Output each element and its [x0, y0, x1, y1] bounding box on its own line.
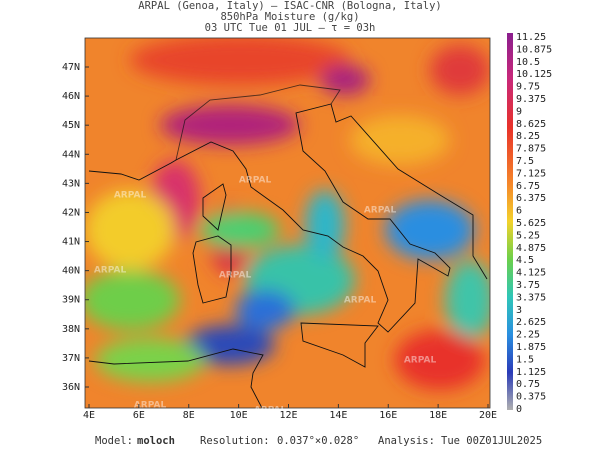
title-line: 850hPa Moisture (g/kg): [220, 11, 359, 23]
colorbar-label: 9.75: [516, 82, 540, 93]
colorbar-label: 10.5: [516, 57, 540, 68]
watermark: ARPAL: [254, 406, 287, 416]
colorbar-label: 6.375: [516, 193, 546, 204]
colorbar-label: 3.75: [516, 280, 540, 291]
colorbar-label: 2.25: [516, 330, 540, 341]
lat-label: 42N: [62, 207, 80, 218]
lat-label: 39N: [62, 295, 80, 306]
lon-label: 16E: [379, 410, 397, 421]
colorbar-label: 1.5: [516, 354, 534, 365]
colorbar-label: 9.375: [516, 94, 546, 105]
colorbar-label: 7.875: [516, 144, 546, 155]
lon-label: 12E: [279, 410, 297, 421]
colorbar-label: 4.125: [516, 268, 546, 279]
colorbar-label: 0: [516, 404, 522, 415]
colorbar-label: 1.125: [516, 367, 546, 378]
colorbar: [507, 33, 513, 410]
map-frame: [84, 37, 491, 409]
lon-label: 20E: [479, 410, 497, 421]
watermark: ARPAL: [364, 206, 397, 216]
footer-value: Tue 00Z01JUL2025: [441, 435, 542, 447]
lat-label: 40N: [62, 266, 80, 277]
watermark: ARPAL: [114, 191, 147, 201]
colorbar-label: 8.25: [516, 131, 540, 142]
watermark: ARPAL: [94, 266, 127, 276]
lon-label: 14E: [329, 410, 347, 421]
colorbar-label: 9: [516, 106, 522, 117]
colorbar-label: 6.75: [516, 181, 540, 192]
colorbar-label: 4.5: [516, 255, 534, 266]
colorbar-label: 3: [516, 305, 522, 316]
watermarks: ARPAL ARPAL ARPAL ARPAL ARPAL ARPAL ARPAL ARPAL…: [94, 176, 437, 416]
lat-label: 37N: [62, 353, 80, 364]
lat-label: 45N: [62, 120, 80, 131]
watermark: ARPAL: [404, 356, 437, 366]
colorbar-label: 7.5: [516, 156, 534, 167]
lat-label: 41N: [62, 237, 80, 248]
lat-label: 36N: [62, 382, 80, 393]
lat-label: 47N: [62, 62, 80, 73]
lon-label: 8E: [183, 410, 195, 421]
watermark: ARPAL: [344, 296, 377, 306]
lon-labels: 4E 6E 8E 10E 12E 14E 16E 18E 20E: [83, 404, 497, 421]
watermark: ARPAL: [219, 271, 252, 281]
footer-label: Resolution:: [200, 435, 270, 447]
footer-label: Analysis:: [378, 435, 435, 447]
colorbar-label: 6: [516, 206, 522, 217]
colorbar-label: 7.125: [516, 168, 546, 179]
title-line: ARPAL (Genoa, Italy) – ISAC-CNR (Bologna…: [138, 0, 441, 12]
colorbar-label: 0.75: [516, 379, 540, 390]
colorbar-label: 2.625: [516, 317, 546, 328]
lat-label: 44N: [62, 149, 80, 160]
lon-label: 6E: [133, 410, 145, 421]
colorbar-label: 11.25: [516, 32, 546, 43]
moisture-field: [85, 38, 490, 408]
lon-label: 18E: [429, 410, 447, 421]
colorbar-label: 5.625: [516, 218, 546, 229]
colorbar-label: 10.125: [516, 69, 552, 80]
lat-label: 46N: [62, 91, 80, 102]
title-line: 03 UTC Tue 01 JUL – τ = 03h: [205, 22, 376, 34]
coastlines: [88, 84, 488, 408]
colorbar-label: 1.875: [516, 342, 546, 353]
colorbar-label: 5.25: [516, 230, 540, 241]
colorbar-label: 4.875: [516, 243, 546, 254]
footer-value: 0.037°×0.028°: [277, 435, 359, 447]
watermark: ARPAL: [134, 401, 167, 411]
lat-label: 43N: [62, 178, 80, 189]
lat-labels: 47N 46N 45N 44N 43N 42N 41N 40N 39N 38N 37N 36N: [62, 62, 89, 393]
lon-label: 10E: [230, 410, 248, 421]
watermark: ARPAL: [239, 176, 272, 186]
colorbar-label: 0.375: [516, 392, 546, 403]
lon-label: 4E: [83, 410, 95, 421]
colorbar-label: 8.625: [516, 119, 546, 130]
footer-label: Model:: [95, 435, 133, 447]
colorbar-label: 3.375: [516, 292, 546, 303]
colorbar-label: 10.875: [516, 44, 552, 55]
footer-value: moloch: [137, 435, 175, 447]
lat-label: 38N: [62, 324, 80, 335]
